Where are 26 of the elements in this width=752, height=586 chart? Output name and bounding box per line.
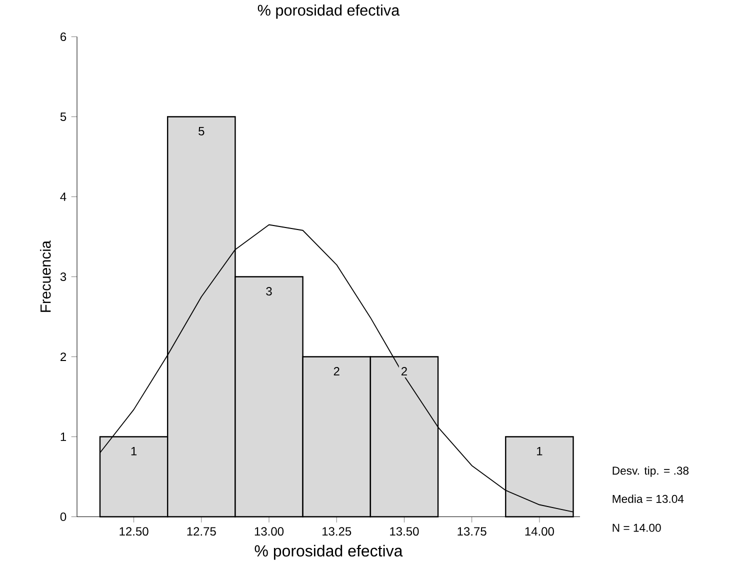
x-axis-title: % porosidad efectiva [254,544,403,560]
x-tick-label: 13.50 [390,527,419,536]
text: Media = 13.04 [612,494,684,504]
x-tick-label: 13.25 [322,527,352,536]
y-tick-label: 1 [60,432,66,442]
x-tick-label: 14.00 [525,527,554,536]
x-tick-label: 13.75 [458,527,486,536]
x-tick-label: 13.00 [254,527,284,536]
y-tick-label: 0 [60,512,66,522]
y-tick-label: 4 [60,192,66,202]
data-label: 1 [537,447,542,456]
data-label: 5 [198,127,204,136]
y-tick-label: 2 [60,352,66,362]
text: N = 14.00 [612,524,661,532]
x-tick-label: 12.50 [120,527,148,536]
data-label: 2 [401,367,407,376]
data-label: 2 [334,367,340,376]
x-tick-label: 12.75 [187,527,216,536]
y-axis-title: Frecuencia [40,240,51,312]
y-tick-label: 5 [60,112,66,122]
data-label: 3 [266,287,272,296]
chart-title: % porosidad efectiva [258,4,400,19]
y-tick-label: 3 [60,272,66,282]
y-tick-label: 6 [60,32,66,42]
data-label: 1 [131,447,137,456]
text: Desv. tip. = .38 [612,466,689,478]
